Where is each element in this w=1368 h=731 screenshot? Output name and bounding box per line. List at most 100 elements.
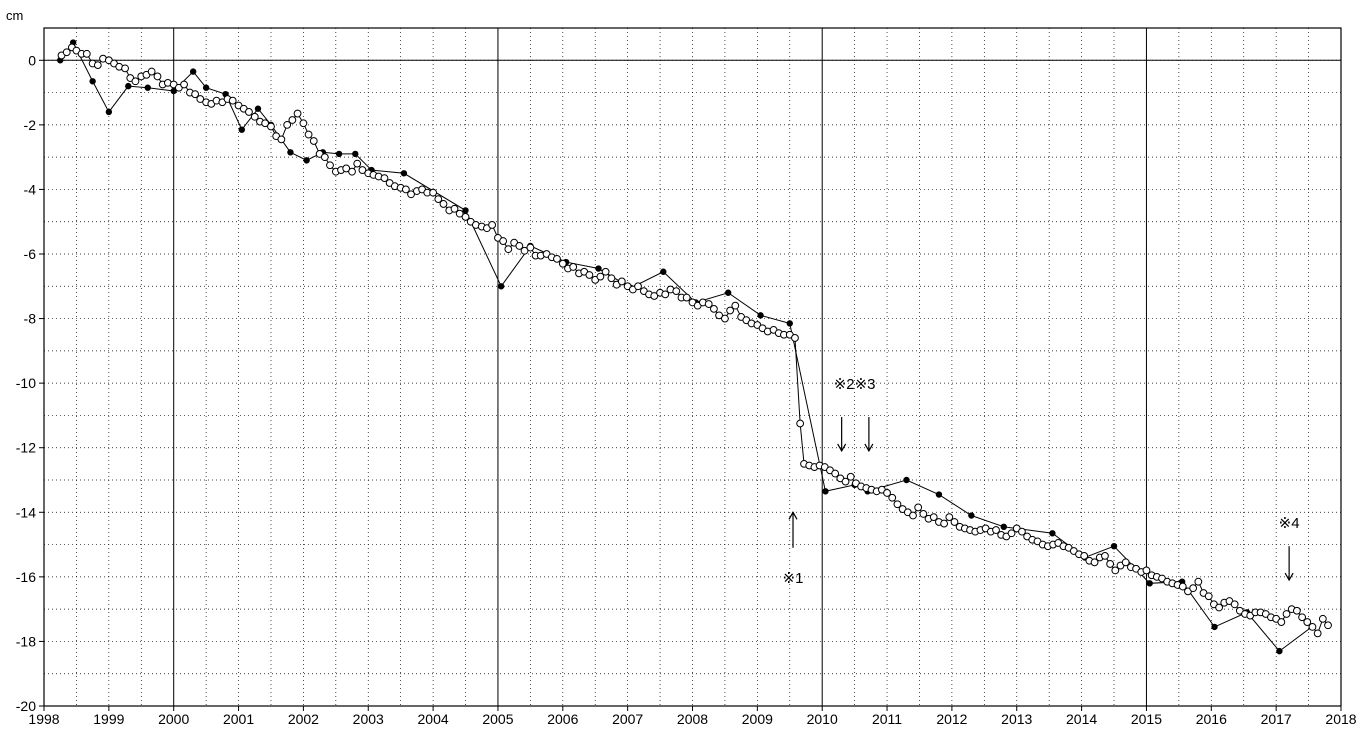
point-open — [499, 237, 508, 245]
arrow-head — [788, 511, 798, 520]
point-open — [342, 164, 351, 173]
point-open — [1106, 560, 1115, 568]
point-open — [1111, 566, 1120, 575]
point-open — [1324, 621, 1332, 630]
annotation-label: ※4 — [1279, 515, 1300, 532]
point-open — [504, 245, 513, 254]
point-open — [883, 489, 891, 497]
point-filled — [1000, 523, 1007, 531]
point-filled — [105, 108, 113, 116]
point-filled — [287, 149, 294, 156]
point-filled — [595, 265, 602, 272]
point-open — [326, 161, 334, 170]
point-filled — [189, 68, 197, 75]
y-tick-label: -16 — [16, 569, 36, 585]
point-open — [1121, 558, 1130, 567]
series-line — [61, 46, 1329, 635]
point-open — [715, 311, 723, 320]
point-open — [288, 116, 297, 124]
point-open — [791, 334, 799, 342]
point-open — [1090, 558, 1099, 567]
point-filled — [757, 312, 764, 319]
point-open — [950, 518, 959, 526]
point-open — [353, 159, 362, 168]
annotation-arrow — [837, 417, 847, 453]
point-open — [299, 119, 308, 128]
point-open — [520, 246, 529, 255]
point-open — [672, 287, 681, 296]
point-open — [121, 64, 129, 73]
point-open — [726, 306, 735, 315]
point-open — [846, 472, 855, 481]
point-open — [1101, 551, 1109, 560]
point-open — [601, 267, 610, 276]
point-open — [634, 282, 642, 291]
grid-layer — [43, 27, 1342, 707]
point-open — [558, 259, 567, 268]
point-filled — [935, 491, 943, 498]
x-tick-label: 2005 — [482, 711, 513, 727]
x-tick-label: 2014 — [1066, 711, 1097, 727]
x-tick-label: 2001 — [223, 711, 254, 727]
annotation-label: ※2※3 — [834, 376, 876, 393]
point-open — [93, 61, 102, 70]
point-open — [488, 221, 497, 229]
point-open — [461, 212, 470, 221]
point-open — [261, 119, 270, 128]
x-tick-label: 2007 — [612, 711, 643, 727]
point-open — [831, 469, 840, 478]
point-open — [380, 174, 389, 183]
point-open — [1318, 614, 1327, 623]
point-open — [1303, 618, 1312, 626]
point-filled — [822, 488, 829, 495]
annotation-arrow — [1284, 546, 1294, 582]
point-open — [450, 204, 459, 213]
point-open — [710, 304, 718, 313]
y-tick-label: -4 — [24, 181, 37, 197]
point-open — [607, 274, 616, 283]
point-open — [650, 292, 659, 300]
point-filled — [238, 126, 245, 133]
annotation-label: ※1 — [783, 570, 804, 587]
point-open — [1178, 582, 1187, 591]
y-tick-label: -12 — [16, 440, 36, 456]
y-tick-label: 0 — [28, 52, 36, 68]
point-open — [1293, 606, 1301, 615]
point-open — [196, 95, 205, 103]
point-open — [1308, 623, 1317, 631]
arrow-head — [1284, 572, 1294, 582]
point-open — [919, 510, 928, 518]
point-open — [515, 242, 524, 250]
point-filled — [724, 289, 732, 296]
x-tick-label: 1998 — [28, 711, 59, 727]
point-open — [596, 272, 605, 281]
series-layer — [57, 39, 1332, 655]
point-filled — [497, 283, 505, 290]
point-open — [893, 500, 902, 509]
x-tick-label: 2012 — [936, 711, 967, 727]
point-filled — [462, 207, 469, 214]
x-tick-label: 1999 — [93, 711, 124, 727]
point-open — [348, 167, 356, 176]
x-tick-label: 2010 — [807, 711, 838, 727]
point-filled — [903, 476, 910, 484]
point-open — [429, 188, 438, 197]
point-open — [721, 314, 729, 323]
point-open — [245, 108, 253, 116]
x-tick-label: 2002 — [288, 711, 319, 727]
point-open — [309, 137, 318, 145]
point-open — [841, 477, 850, 486]
x-tick-label: 2013 — [1001, 711, 1032, 727]
x-tick-label: 2000 — [158, 711, 189, 727]
x-tick-label: 2015 — [1131, 711, 1162, 727]
x-tick-label: 2004 — [418, 711, 449, 727]
y-axis-unit-label: cm — [6, 8, 23, 23]
point-filled — [1110, 542, 1118, 550]
x-tick-label: 2016 — [1196, 711, 1227, 727]
y-tick-label: -2 — [24, 117, 37, 133]
point-open — [131, 77, 140, 86]
arrow-head — [837, 443, 847, 453]
annotation-arrow — [788, 511, 798, 548]
point-open — [407, 190, 415, 199]
